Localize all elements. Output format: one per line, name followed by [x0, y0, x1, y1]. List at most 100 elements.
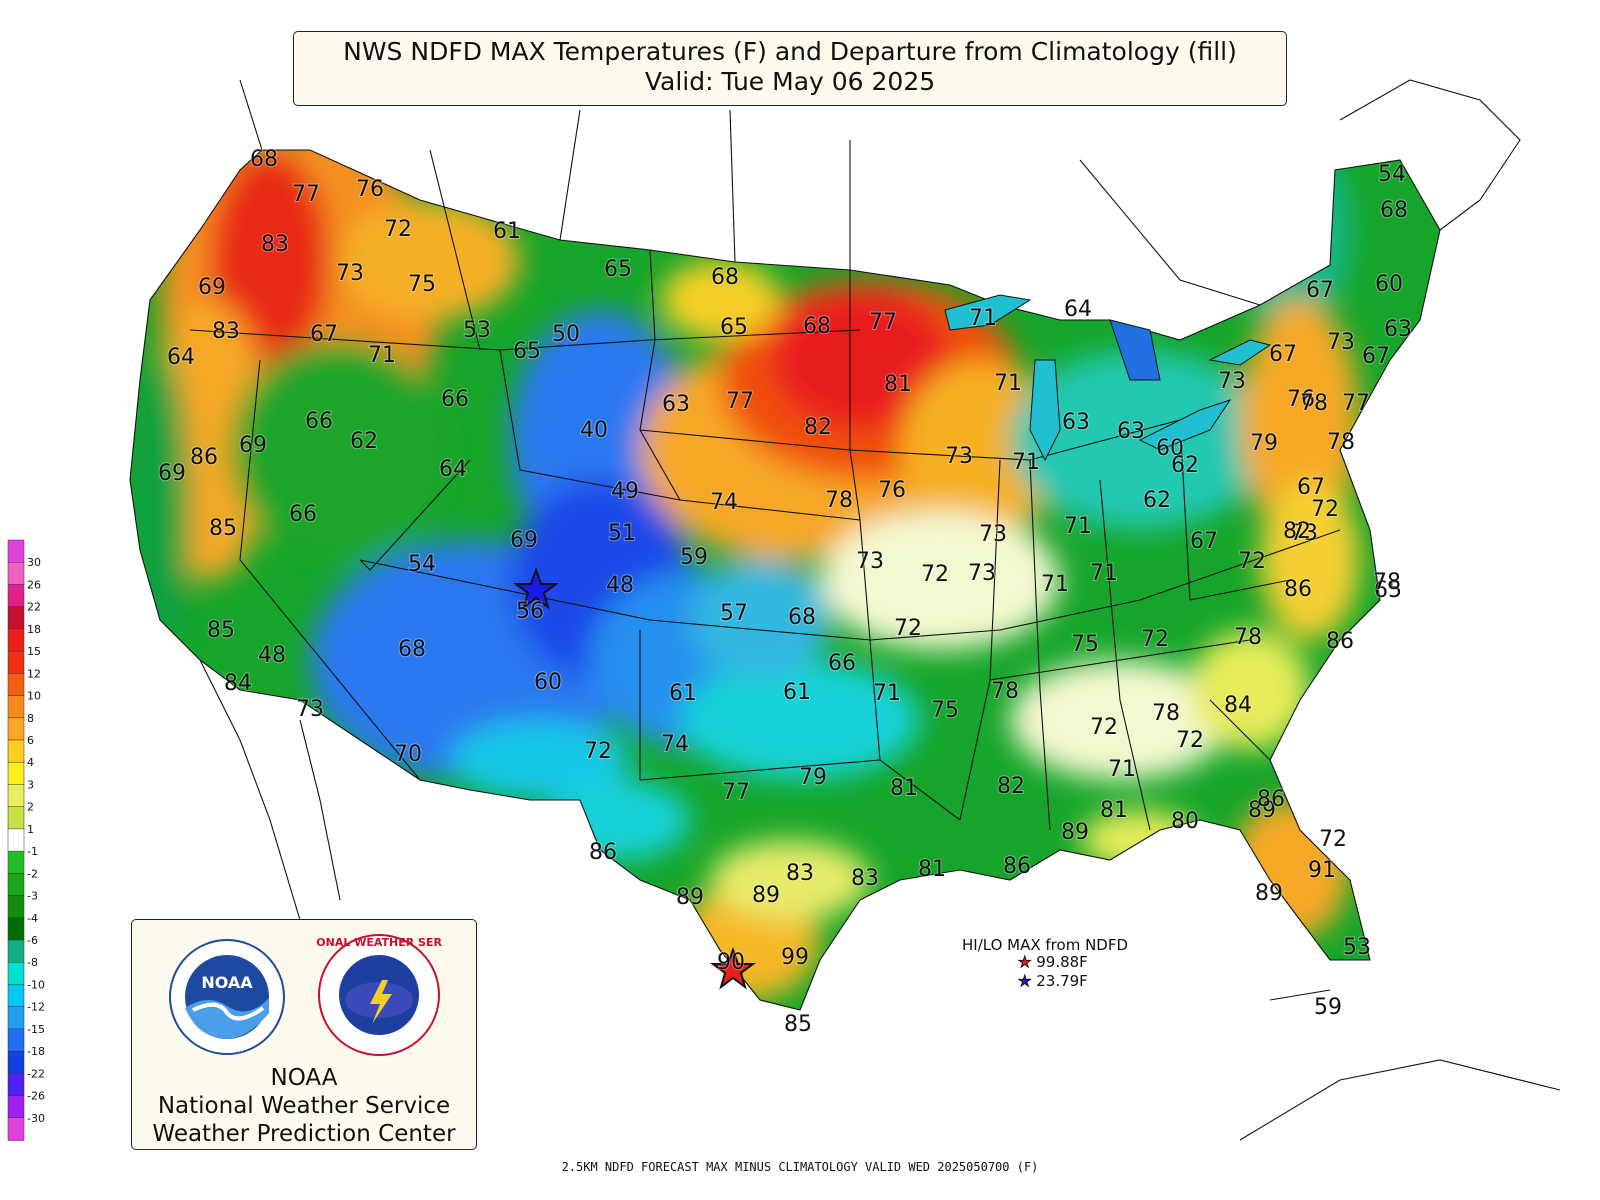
legend-swatch	[7, 895, 25, 919]
temperature-label: 67	[1269, 342, 1297, 367]
temperature-label: 62	[1143, 488, 1171, 513]
temperature-label: 77	[869, 310, 897, 335]
temperature-label: 60	[534, 670, 562, 695]
legend-label: -15	[27, 1023, 45, 1036]
logo-line3: Weather Prediction Center	[152, 1121, 456, 1147]
footer-caption: 2.5KM NDFD FORECAST MAX MINUS CLIMATOLOG…	[561, 1160, 1039, 1174]
legend-label: 2	[27, 801, 34, 814]
temperature-label: 67	[1306, 278, 1334, 303]
temperature-label: 74	[710, 490, 738, 515]
temperature-label: 84	[224, 671, 252, 696]
temperature-label: 86	[1326, 629, 1354, 654]
temperature-label: 62	[1171, 453, 1199, 478]
temperature-label: 78	[991, 679, 1019, 704]
departure-legend: 30 26 22 18 15 12 10 8 6 4 3 2 1 -1 -2 -3 -4 -6 -8 -10 -12 -1…	[7, 539, 45, 1141]
legend-swatch	[7, 584, 25, 608]
temperature-label: 89	[1255, 881, 1283, 906]
temperature-label: 85	[207, 618, 235, 643]
legend-label: 6	[27, 734, 34, 747]
legend-label: 3	[27, 778, 34, 791]
temperature-label: 68	[398, 637, 426, 662]
legend-swatch	[7, 739, 25, 763]
temperature-label: 73	[856, 549, 884, 574]
temperature-label: 64	[439, 457, 467, 482]
legend-swatch	[7, 873, 25, 897]
legend-swatch	[7, 1028, 25, 1052]
temperature-label: 68	[1380, 198, 1408, 223]
temperature-label: 68	[803, 314, 831, 339]
temperature-label: 81	[890, 776, 918, 801]
legend-swatch	[7, 961, 25, 986]
temperature-label: 86	[190, 445, 218, 470]
temperature-label: 73	[1327, 330, 1355, 355]
temperature-label: 64	[1064, 297, 1092, 322]
temperature-label: 72	[1141, 627, 1169, 652]
temperature-label: 59	[1314, 995, 1342, 1020]
temperature-label: 72	[1090, 715, 1118, 740]
temperature-label: 71	[873, 681, 901, 706]
temperature-label: 69	[158, 461, 186, 486]
temperature-label: 71	[1041, 572, 1069, 597]
legend-swatch	[7, 628, 25, 652]
temperature-label: 54	[1378, 162, 1406, 187]
legend-swatch	[7, 806, 25, 830]
legend-label: -8	[27, 956, 38, 969]
temperature-label: 68	[788, 605, 816, 630]
temperature-label: 73	[336, 261, 364, 286]
legend-label: 10	[27, 690, 41, 703]
temperature-label: 49	[611, 479, 639, 504]
legend-label: -4	[27, 912, 38, 925]
legend-swatch	[7, 1006, 25, 1030]
temperature-label: 74	[661, 732, 689, 757]
temperature-label: 65	[604, 257, 632, 282]
legend-swatch	[7, 673, 25, 697]
temperature-label: 77	[726, 389, 754, 414]
temperature-label: 71	[368, 343, 396, 368]
legend-label: 15	[27, 645, 41, 658]
temperature-label: 78	[1300, 391, 1328, 416]
temperature-label: 53	[1343, 935, 1371, 960]
temperature-label: 63	[1384, 317, 1412, 342]
legend-swatch	[7, 561, 25, 586]
temperature-label: 89	[1061, 820, 1089, 845]
legend-swatch	[7, 784, 25, 808]
temperature-label: 75	[931, 698, 959, 723]
temperature-labels: 68 77 76 83 72 61 69 73 75 65 65 68 83 67 53 50 65 68 77 71…	[157, 146, 1413, 1038]
logo-box: NOAA NATIONAL WEATHER SERVICE NOAA Natio…	[131, 919, 477, 1150]
temperature-label: 81	[1100, 798, 1128, 823]
temperature-label: 86	[589, 840, 617, 865]
temperature-label: 79	[799, 765, 827, 790]
nws-logo-icon: NATIONAL WEATHER SERVICE	[316, 934, 442, 1056]
legend-label: -2	[27, 867, 38, 880]
legend-swatch	[7, 1117, 25, 1141]
legend-swatch	[7, 761, 25, 786]
temperature-label: 48	[258, 643, 286, 668]
temperature-label: 83	[212, 319, 240, 344]
temperature-label: 84	[1224, 693, 1252, 718]
temperature-label: 61	[669, 681, 697, 706]
temperature-label: 73	[945, 444, 973, 469]
temperature-label: 86	[1257, 787, 1285, 812]
temperature-label: 40	[580, 418, 608, 443]
legend-label: 12	[27, 667, 41, 680]
legend-swatch	[7, 650, 25, 675]
legend-swatch	[7, 984, 25, 1008]
temperature-label: 89	[752, 883, 780, 908]
legend-label: -12	[27, 1001, 45, 1014]
temperature-label: 71	[1012, 450, 1040, 475]
hilo-lo-row: ★ 23.79F	[1017, 972, 1087, 991]
temperature-label: 78	[1234, 625, 1262, 650]
temperature-label: 73	[1218, 369, 1246, 394]
temperature-label: 65	[513, 339, 541, 364]
temperature-label: 73	[979, 522, 1007, 547]
temperature-label: 83	[786, 861, 814, 886]
temperature-label: 65	[720, 315, 748, 340]
temperature-label: 67	[1362, 344, 1390, 369]
legend-swatch	[7, 917, 25, 941]
temperature-label: 68	[711, 265, 739, 290]
temperature-label: 71	[994, 371, 1022, 396]
temperature-label: 77	[292, 182, 320, 207]
temperature-label: 78	[1327, 430, 1355, 455]
legend-swatch	[7, 828, 25, 852]
